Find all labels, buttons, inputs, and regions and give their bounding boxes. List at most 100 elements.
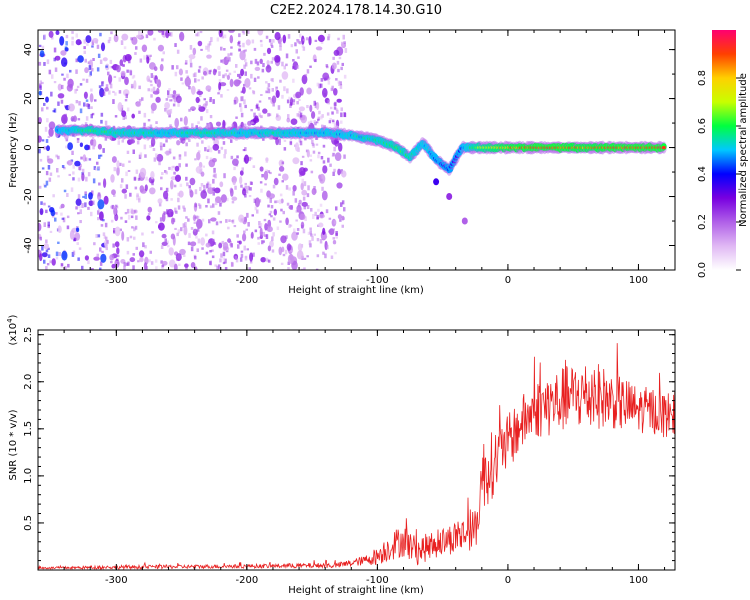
heatmap-noise-cell [97, 199, 105, 210]
heatmap-noise-cell [196, 215, 200, 221]
heatmap-noise-cell [288, 224, 291, 228]
heatmap-noise-cell [144, 184, 148, 192]
heatmap-noise-cell [72, 250, 76, 256]
heatmap-noise-cell [113, 228, 116, 233]
heatmap-noise-cell [175, 174, 181, 182]
heatmap-noise-cell [219, 181, 224, 188]
heatmap-noise-cell [322, 251, 325, 255]
heatmap-noise-cell [129, 139, 136, 144]
heatmap-noise-cell [174, 117, 179, 128]
heatmap-noise-cell [143, 144, 147, 150]
heatmap-noise-cell [288, 205, 294, 210]
heatmap-noise-cell [319, 203, 323, 207]
heatmap-noise-cell [271, 57, 275, 61]
heatmap-noise-cell [333, 106, 337, 110]
heatmap-noise-cell [183, 126, 186, 131]
heatmap-noise-cell [208, 41, 212, 46]
heatmap-noise-cell [212, 127, 215, 131]
heatmap-noise-cell [122, 63, 125, 67]
heatmap-noise-cell [265, 234, 269, 239]
heatmap-noise-cell [331, 119, 335, 122]
heatmap-noise-cell [243, 123, 247, 128]
x-tick-label: -300 [105, 575, 128, 586]
colorbar-tick-label: 0.8 [697, 70, 708, 86]
heatmap-noise-cell [333, 123, 337, 129]
heatmap-noise-cell [126, 107, 130, 112]
x-tick-label: 100 [629, 275, 648, 286]
heatmap-noise-cell [121, 178, 124, 183]
heatmap-noise-cell [167, 90, 170, 96]
heatmap-noise-cell [253, 198, 257, 203]
heatmap-noise-cell [134, 210, 137, 213]
heatmap-noise-cell [317, 154, 320, 159]
heatmap-noise-cell [84, 202, 87, 208]
heatmap-noise-cell [176, 232, 179, 237]
heatmap-noise-cell [333, 88, 338, 96]
heatmap-noise-cell [206, 183, 209, 189]
snr-y-label: SNR (10 * v/v) [8, 409, 19, 480]
heatmap-noise-cell [242, 188, 247, 196]
heatmap-noise-cell [218, 71, 221, 76]
heatmap-noise-cell [301, 201, 308, 207]
heatmap-noise-cell [61, 217, 65, 220]
heatmap-noise-cell [77, 177, 81, 182]
heatmap-noise-cell [243, 230, 246, 234]
heatmap-noise-cell [57, 175, 60, 178]
heatmap-noise-cell [209, 261, 212, 265]
heatmap-noise-cell [260, 188, 263, 193]
heatmap-noise-cell [147, 213, 151, 216]
heatmap-noise-cell [257, 236, 260, 240]
heatmap-noise-cell [115, 204, 118, 208]
heatmap-noise-cell [212, 191, 215, 196]
heatmap-noise-cell [268, 97, 271, 100]
heatmap-noise-cell [92, 200, 95, 205]
heatmap-noise-cell [114, 226, 121, 237]
heatmap-noise-cell [75, 88, 79, 91]
heatmap-noise-cell [272, 232, 275, 237]
heatmap-noise-cell [333, 168, 336, 173]
heatmap-noise-cell [47, 205, 51, 208]
heatmap-noise-cell [129, 257, 136, 263]
heatmap-noise-cell [317, 151, 321, 155]
heatmap-noise-cell [137, 177, 141, 181]
heatmap-noise-cell [285, 185, 289, 190]
heatmap-noise-cell [288, 187, 291, 191]
heatmap-noise-cell [153, 66, 158, 72]
heatmap-noise-cell [283, 86, 286, 92]
heatmap-noise-cell [133, 227, 136, 232]
heatmap-noise-cell [309, 154, 312, 157]
heatmap-noise-cell [178, 263, 181, 266]
heatmap-noise-cell [38, 222, 42, 232]
heatmap-noise-cell [304, 216, 307, 221]
heatmap-noise-cell [167, 244, 170, 248]
heatmap-noise-cell [205, 233, 208, 237]
heatmap-noise-cell [197, 203, 201, 207]
heatmap-noise-cell [136, 140, 140, 145]
heatmap-noise-cell [220, 46, 223, 51]
heatmap-noise-cell [103, 235, 107, 239]
heatmap-noise-cell [319, 239, 323, 244]
heatmap-noise-cell [81, 203, 84, 208]
heatmap-noise-cell [41, 45, 45, 49]
heatmap-noise-cell [233, 225, 237, 228]
heatmap-noise-cell [299, 174, 302, 177]
heatmap-noise-cell [95, 234, 98, 238]
heatmap-noise-cell [204, 147, 207, 152]
heatmap-noise-cell [244, 185, 247, 190]
heatmap-noise-cell [161, 264, 165, 267]
heatmap-noise-cell [50, 209, 56, 217]
heatmap-noise-cell [194, 158, 197, 161]
heatmap-noise-cell [77, 212, 80, 215]
heatmap-tail-cell [446, 193, 453, 200]
heatmap-noise-cell [336, 182, 343, 189]
heatmap-noise-cell [164, 108, 167, 112]
heatmap-noise-cell [282, 253, 286, 257]
heatmap-noise-cell [185, 70, 188, 74]
heatmap-noise-cell [112, 125, 116, 131]
heatmap-noise-cell [272, 39, 275, 43]
heatmap-noise-cell [321, 234, 328, 240]
heatmap-noise-cell [301, 189, 308, 196]
heatmap-noise-cell [47, 221, 50, 227]
heatmap-noise-cell [88, 192, 93, 200]
